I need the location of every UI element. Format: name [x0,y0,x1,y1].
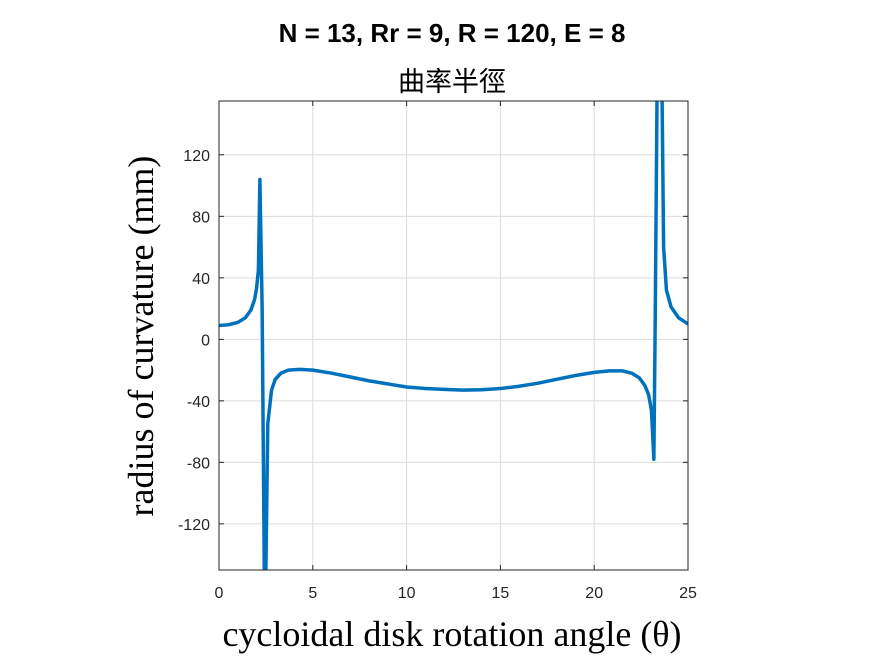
x-axis-ticks: 0 5 10 15 20 25 [215,101,697,602]
grid [218,101,689,570]
chart-title: N = 13, Rr = 9, R = 120, E = 8 [279,18,626,48]
y-tick-label: -80 [187,455,210,472]
plot-frame [218,100,689,571]
chart-subtitle: 曲率半徑 [398,67,506,98]
y-tick-label: 40 [192,271,210,288]
x-tick-label: 15 [492,585,510,602]
y-axis-ticks: -120 -80 -40 0 40 80 120 [178,148,688,534]
y-tick-label: -40 [187,394,210,411]
series-line [219,101,688,570]
x-axis-label: cycloidal disk rotation angle (θ) [222,614,681,654]
x-tick-label: 0 [215,585,224,602]
y-tick-label: 80 [192,209,210,226]
y-tick-label: 120 [183,148,210,165]
x-tick-label: 20 [585,585,603,602]
y-axis-label: radius of curvature (mm) [121,156,161,517]
y-tick-label: -120 [178,517,210,534]
x-tick-label: 5 [308,585,317,602]
x-tick-label: 10 [398,585,416,602]
x-tick-label: 25 [679,585,697,602]
y-tick-label: 0 [201,332,210,349]
